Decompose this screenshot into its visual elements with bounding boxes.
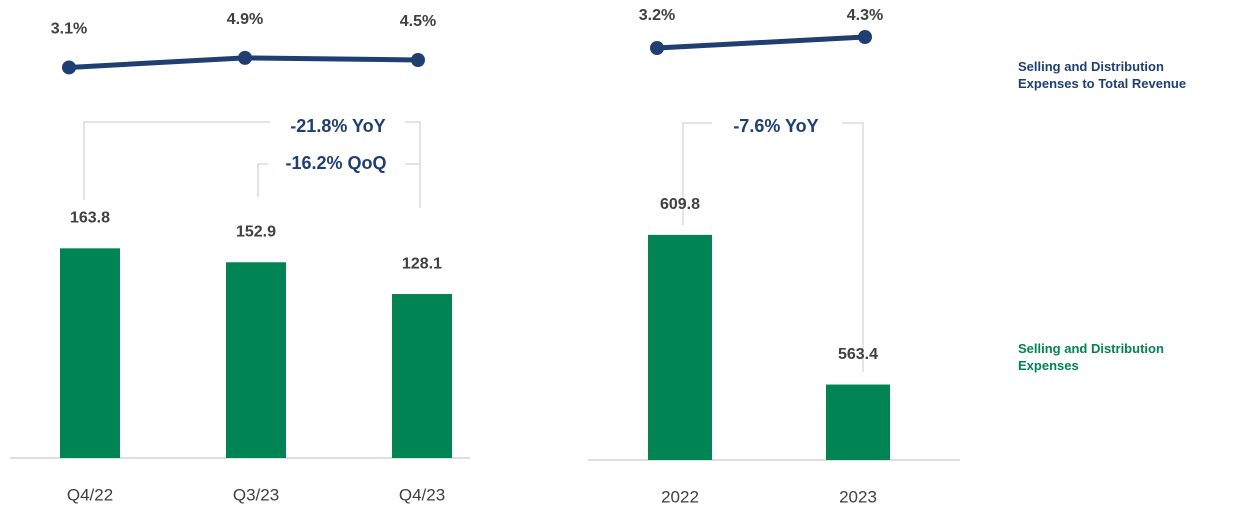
line-point: [238, 50, 252, 65]
line: [656, 34, 866, 51]
x-tick-label: 2022: [661, 487, 699, 506]
x-tick-label: Q4/23: [399, 485, 445, 504]
line-label: 4.5%: [400, 13, 436, 30]
line-label: 3.1%: [51, 21, 87, 38]
x-tick-label: 2023: [839, 487, 877, 506]
x-tick-label: Q3/23: [233, 485, 279, 504]
bar-label: 163.8: [70, 210, 110, 227]
bar: [826, 384, 890, 460]
bar: [648, 234, 712, 460]
bar-label: 128.1: [402, 255, 442, 272]
annotation: -16.2% QoQ: [285, 153, 386, 173]
bar-label: 563.4: [838, 346, 878, 363]
bracket: [257, 163, 421, 197]
line-label: 4.3%: [847, 7, 883, 24]
line-label: 4.9%: [227, 11, 263, 28]
line-point: [411, 53, 425, 67]
legend-line: Selling and Distribution Expenses to Tota…: [1018, 59, 1186, 91]
line-label: 3.2%: [639, 7, 675, 24]
line-point: [650, 41, 664, 55]
x-tick-label: Q4/22: [67, 485, 113, 504]
bar-label: 152.9: [236, 224, 276, 241]
annotation: -21.8% YoY: [290, 116, 385, 136]
bar-label: 609.8: [660, 196, 700, 213]
bar: [60, 248, 120, 458]
annotation: -7.6% YoY: [733, 116, 818, 136]
bracket: [682, 122, 864, 372]
line-point: [62, 60, 76, 75]
bar: [226, 262, 286, 458]
line-point: [858, 30, 872, 44]
bar: [392, 294, 452, 458]
legend-bar: Selling and Distribution Expenses: [1018, 341, 1164, 373]
